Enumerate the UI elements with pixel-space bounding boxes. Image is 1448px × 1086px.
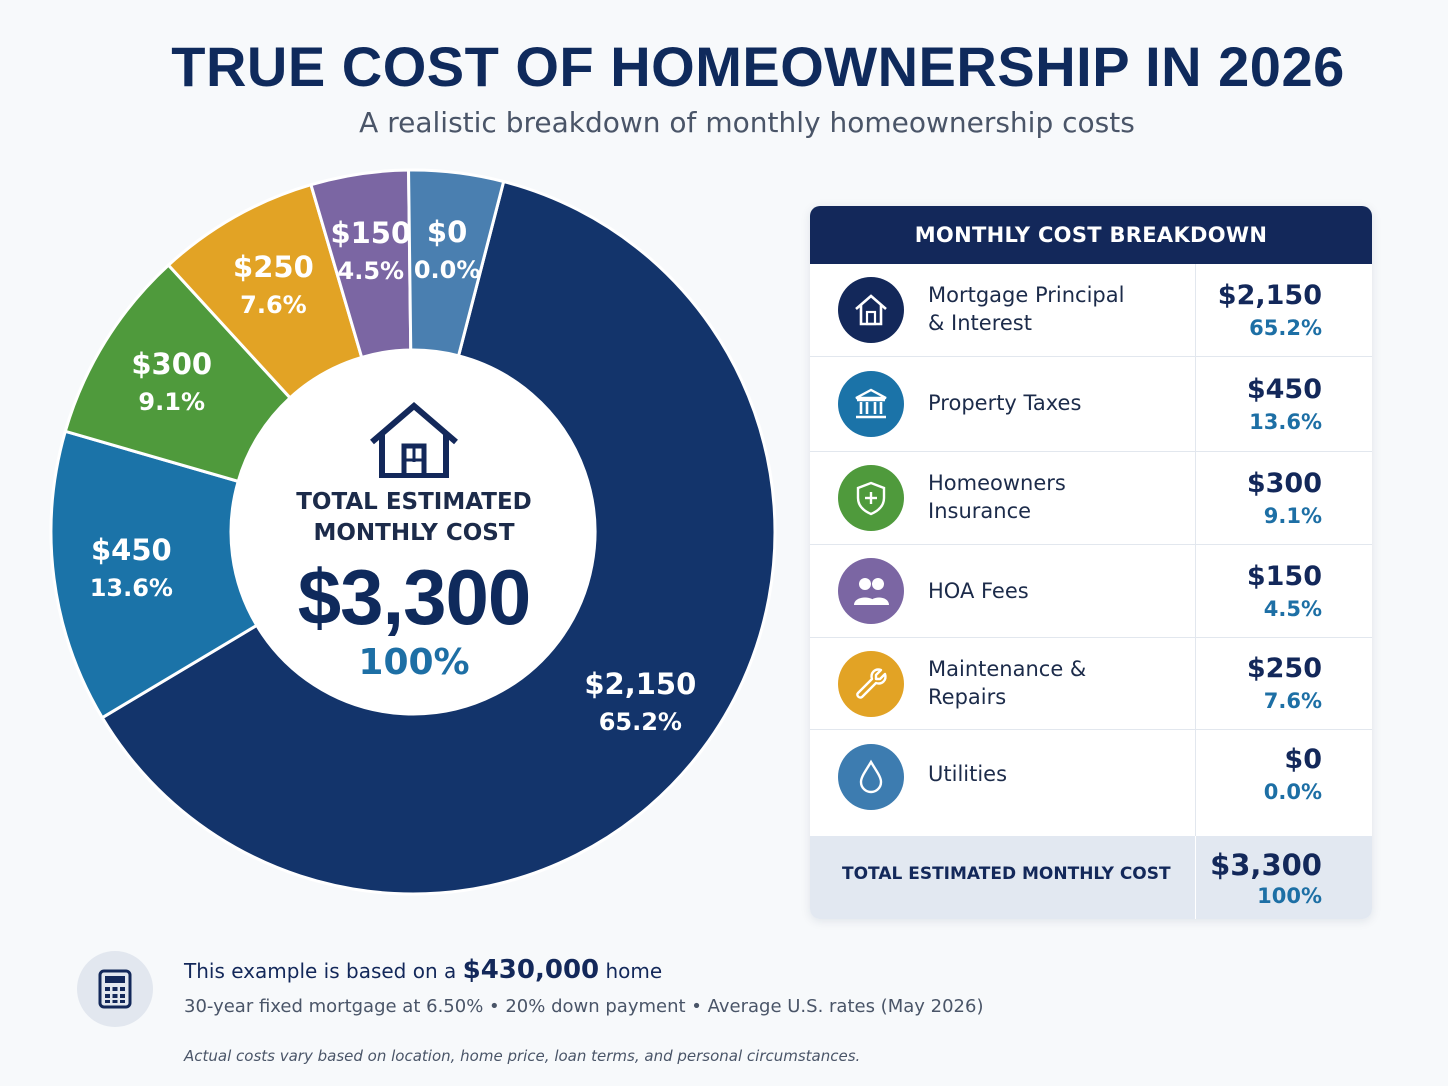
row-percent: 4.5% [1263, 597, 1322, 621]
row-percent: 13.6% [1249, 410, 1322, 434]
slice-label: $300 9.1% [131, 344, 212, 420]
row-label-line1: Property Taxes [928, 391, 1082, 415]
row-percent: 9.1% [1263, 504, 1322, 528]
breakdown-total-row: TOTAL ESTIMATED MONTHLY COST $3,300 100% [810, 836, 1372, 919]
row-label-line2: & Interest [928, 311, 1032, 335]
footer-details: 30-year fixed mortgage at 6.50% • 20% do… [184, 996, 984, 1017]
row-divider [1195, 545, 1196, 637]
house-icon [368, 402, 460, 482]
center-title: TOTAL ESTIMATED MONTHLY COST [264, 487, 564, 549]
row-amount: $150 [1246, 561, 1322, 592]
water-drop-icon [838, 744, 904, 810]
panel-heading: MONTHLY COST BREAKDOWN [810, 206, 1372, 264]
row-label: HOA Fees [928, 577, 1178, 605]
slice-label: $150 4.5% [330, 213, 411, 289]
slice-percent-label: 7.6% [240, 290, 307, 319]
row-divider [1195, 452, 1196, 544]
bank-icon [838, 371, 904, 437]
row-divider [1195, 836, 1196, 919]
page-title: TRUE COST OF HOMEOWNERSHIP IN 2026 [171, 35, 1345, 98]
slice-percent-label: 4.5% [337, 257, 405, 286]
row-label: Utilities [928, 760, 1178, 788]
footer-suffix: home [599, 959, 663, 983]
donut-hole [232, 351, 594, 713]
slice-value-label: $150 [330, 216, 412, 251]
row-label: Mortgage Principal & Interest [928, 281, 1178, 337]
pie-slice [407, 168, 506, 358]
breakdown-panel: MONTHLY COST BREAKDOWN Mortgage Principa… [810, 206, 1372, 919]
row-label: Homeowners Insurance [928, 469, 1178, 525]
slice-percent-label: 65.2% [598, 708, 682, 737]
row-divider [1195, 730, 1196, 836]
row-amount: $250 [1246, 653, 1322, 684]
row-percent: 65.2% [1249, 316, 1322, 340]
center-total-percent: 100% [358, 642, 470, 683]
breakdown-row-hoa: HOA Fees $150 4.5% [810, 545, 1372, 638]
house-icon [838, 277, 904, 343]
row-label-line1: Maintenance & [928, 657, 1087, 681]
total-label: TOTAL ESTIMATED MONTHLY COST [842, 864, 1171, 884]
row-divider [1195, 638, 1196, 729]
calculator-icon [77, 951, 153, 1027]
footer-assumption: This example is based on a $430,000 home [184, 955, 662, 985]
row-label-line1: HOA Fees [928, 579, 1029, 603]
breakdown-row-maintenance: Maintenance & Repairs $250 7.6% [810, 638, 1372, 730]
slice-value-label: $450 [90, 533, 172, 568]
footer-prefix: This example is based on a [184, 959, 463, 983]
slice-label: $250 7.6% [233, 247, 314, 323]
row-amount: $450 [1246, 374, 1322, 405]
slice-value-label: $250 [233, 249, 314, 284]
footer-home-price: $430,000 [462, 955, 600, 985]
row-amount: $0 [1284, 744, 1322, 775]
row-divider [1195, 357, 1196, 451]
row-label-line2: Repairs [928, 685, 1007, 709]
total-amount: $3,300 [1210, 848, 1322, 882]
shield-icon [838, 465, 904, 531]
slice-label: $0 0.0% [414, 212, 481, 288]
center-title-line1: TOTAL ESTIMATED [296, 489, 532, 515]
pie-slice [49, 429, 259, 720]
row-label-line1: Homeowners [928, 471, 1066, 495]
row-label-line2: Insurance [928, 499, 1032, 523]
breakdown-row-utilities: Utilities $0 0.0% [810, 730, 1372, 836]
people-icon [838, 558, 904, 624]
row-label-line1: Utilities [928, 762, 1008, 786]
footer-disclaimer: Actual costs vary based on location, hom… [184, 1047, 861, 1065]
donut-chart [49, 168, 777, 896]
slice-percent-label: 0.0% [413, 256, 481, 285]
slice-percent-label: 9.1% [138, 388, 205, 417]
row-label: Maintenance & Repairs [928, 655, 1178, 711]
total-percent: 100% [1257, 884, 1322, 908]
breakdown-row-property-taxes: Property Taxes $450 13.6% [810, 357, 1372, 452]
slice-label: $2,150 65.2% [584, 664, 696, 740]
row-label-line1: Mortgage Principal [928, 283, 1125, 307]
slice-value-label: $2,150 [584, 667, 697, 702]
pie-slice [100, 179, 777, 896]
slice-value-label: $300 [131, 347, 213, 382]
row-label: Property Taxes [928, 389, 1178, 417]
slice-percent-label: 13.6% [89, 574, 173, 603]
center-total-value: $3,300 [297, 553, 532, 641]
breakdown-row-insurance: Homeowners Insurance $300 9.1% [810, 452, 1372, 545]
row-percent: 7.6% [1263, 689, 1322, 713]
row-amount: $2,150 [1217, 280, 1322, 311]
slice-label: $450 13.6% [90, 530, 173, 606]
row-divider [1195, 264, 1196, 356]
wrench-icon [838, 651, 904, 717]
page-subtitle: A realistic breakdown of monthly homeown… [359, 106, 1135, 139]
slice-value-label: $0 [426, 215, 468, 250]
row-percent: 0.0% [1263, 780, 1322, 804]
breakdown-row-mortgage: Mortgage Principal & Interest $2,150 65.… [810, 264, 1372, 357]
row-amount: $300 [1246, 468, 1322, 499]
center-title-line2: MONTHLY COST [313, 520, 515, 546]
